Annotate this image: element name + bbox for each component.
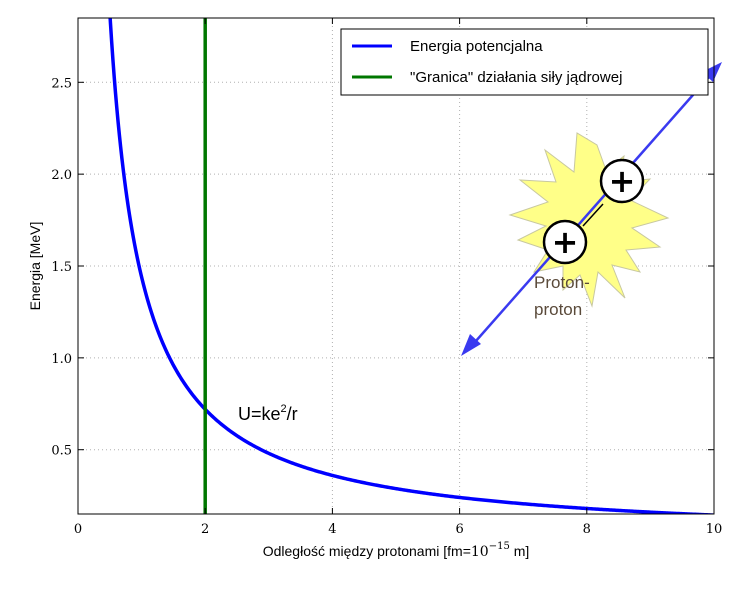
formula-main: U=ke	[238, 404, 281, 424]
y-tick-label-3: 2.0	[51, 168, 72, 183]
arrow-shaft	[467, 69, 716, 351]
proton-bottom-symbol: +	[552, 223, 579, 261]
series-energy-line	[108, 18, 714, 514]
legend-label-boundary: "Granica" działania siły jądrowej	[410, 69, 622, 86]
y-tick-label-4: 2.5	[51, 76, 72, 91]
y-tick-label-2: 1.5	[51, 260, 72, 275]
formula-annotation: U=ke2/r	[238, 403, 298, 424]
legend: Energia potencjalna "Granica" działania …	[340, 28, 709, 96]
x-tick-label-3: 6	[455, 522, 463, 537]
legend-box	[340, 28, 709, 96]
proton-top-icon: +	[599, 158, 645, 204]
x-axis-label: Odległość między protonami [fm=10−15 m]	[263, 541, 530, 560]
arrow-head-bottom-left	[461, 334, 481, 356]
x-axis-label-base: 10	[471, 544, 489, 560]
x-tick-label-4: 8	[583, 522, 591, 537]
proton-arrow	[461, 62, 722, 356]
legend-label-energy: Energia potencjalna	[410, 38, 543, 55]
x-tick-label-2: 4	[328, 522, 336, 537]
proton-bottom-icon: +	[542, 219, 588, 265]
y-tick-label-1: 1.0	[51, 352, 72, 367]
x-tick-label-5: 10	[706, 522, 723, 537]
arrow-head-top-right	[702, 62, 722, 82]
proton-label-line1: Proton-	[534, 273, 590, 292]
x-tick-label-0: 0	[74, 522, 82, 537]
y-tick-label-0: 0.5	[51, 444, 72, 459]
axis-ticks: 0 2 4 6 8 10 0.5 1.0 1.5 2.0 2.5	[51, 18, 722, 537]
x-axis-label-exp: −15	[489, 541, 510, 552]
x-tick-label-1: 2	[201, 522, 209, 537]
y-axis-label: Energia [MeV]	[27, 222, 43, 311]
x-axis-label-suffix: m]	[510, 543, 529, 559]
proton-label-line2: proton	[534, 300, 582, 319]
formula-sup: 2	[281, 403, 287, 415]
proton-top-symbol: +	[609, 162, 636, 200]
plot-frame	[77, 17, 715, 515]
small-arrow	[582, 203, 604, 227]
formula-tail: /r	[287, 404, 298, 424]
x-axis-label-main: Odległość między protonami [fm=	[263, 543, 471, 559]
